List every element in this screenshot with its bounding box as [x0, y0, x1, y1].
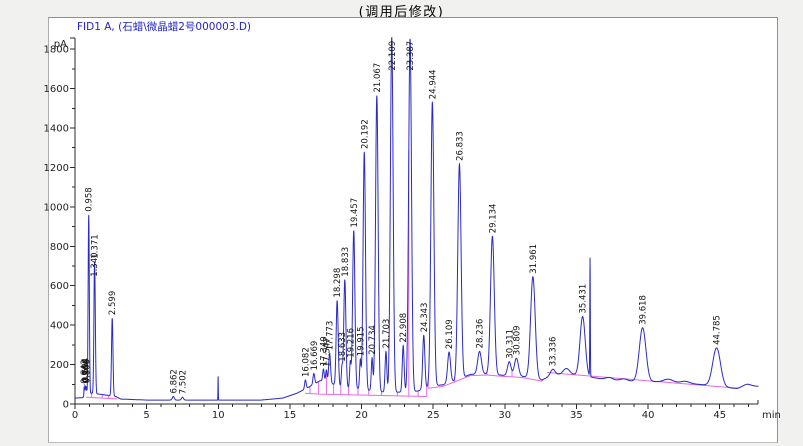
- peak-rt-label: 18.633: [338, 332, 348, 362]
- x-tick-label: 0: [72, 410, 78, 421]
- x-tick-label: 10: [212, 410, 225, 421]
- x-tick-label: 20: [355, 410, 368, 421]
- peak-rt-label: 26.833: [455, 131, 465, 161]
- peak-rt-label: 21.067: [373, 63, 383, 93]
- x-tick-label: 30: [498, 410, 511, 421]
- peak-rt-label: 17.773: [326, 321, 336, 351]
- peak-rt-label: 16.669: [310, 341, 320, 371]
- x-tick-label: 45: [713, 410, 726, 421]
- peak-rt-label: 39.618: [639, 295, 649, 325]
- x-tick-label: 40: [642, 410, 655, 421]
- peak-rt-label: 22.908: [399, 313, 409, 343]
- peak-rt-label: 2.599: [108, 291, 118, 315]
- peak-rt-label: 19.457: [350, 198, 360, 228]
- peak-rt-label: 18.833: [341, 247, 351, 277]
- peak-rt-label: 24.343: [420, 303, 430, 333]
- signal-header-label: FID1 A, (石蜡\微晶蜡2号000003.D): [77, 21, 252, 33]
- y-tick-label: 1600: [44, 84, 69, 95]
- peak-rt-label: 1.371: [91, 234, 101, 258]
- axes: [70, 37, 759, 409]
- peak-rt-label: 26.109: [445, 319, 455, 349]
- x-tick-label: 15: [284, 410, 297, 421]
- chart-panel: [48, 17, 778, 443]
- peak-rt-label: 21.703: [382, 319, 392, 349]
- chromatogram-trace: [75, 37, 759, 401]
- peak-rt-label: 30.311: [505, 329, 515, 359]
- y-axis-unit-label: pA: [54, 39, 67, 50]
- x-tick-label: 25: [427, 410, 440, 421]
- axis-tick-labels: 0 200 400 600 800 1000 1200 1400 1600 1800 0 5 10 15 2…: [44, 39, 781, 421]
- y-tick-label: 400: [50, 321, 69, 332]
- peak-rt-label: 22.109: [388, 41, 398, 71]
- peak-rt-label: 29.134: [488, 204, 498, 234]
- y-tick-label: 0: [63, 400, 69, 411]
- peak-rt-label: 1.340: [90, 252, 100, 276]
- peak-rt-label: 17.340: [319, 336, 329, 366]
- peak-rt-label: 7.502: [179, 370, 189, 394]
- peak-rt-label: 28.236: [476, 319, 486, 349]
- y-tick-label: 600: [50, 281, 69, 292]
- y-tick-label: 1000: [44, 202, 69, 213]
- peak-rt-label: 44.785: [713, 315, 723, 345]
- peak-rt-label: 19.915: [356, 326, 366, 356]
- y-tick-label: 800: [50, 242, 69, 253]
- peak-rt-label: 18.298: [333, 268, 343, 298]
- peak-rt-label: 20.192: [360, 119, 370, 149]
- peak-rt-label: 33.336: [549, 337, 559, 367]
- peak-rt-label: 35.431: [579, 284, 589, 314]
- integration-baseline: [547, 372, 739, 389]
- peak-rt-label: 6.862: [169, 369, 179, 393]
- peak-rt-label: 24.944: [428, 69, 438, 99]
- peak-rt-label: 23.387: [406, 41, 416, 71]
- y-tick-label: 200: [50, 360, 69, 371]
- chart-title: (调用后修改): [358, 5, 445, 20]
- peak-rt-label: 0.694: [81, 358, 91, 382]
- peak-rt-label: 0.958: [85, 187, 95, 211]
- peak-rt-label: 20.734: [368, 325, 378, 355]
- peak-rt-label: 31.961: [529, 244, 539, 274]
- x-tick-label: 35: [570, 410, 583, 421]
- x-axis-unit-label: min: [762, 410, 781, 421]
- y-tick-label: 1200: [44, 163, 69, 174]
- y-tick-label: 1800: [44, 45, 69, 56]
- peak-rt-label: 17.547: [322, 337, 332, 367]
- peak-rt-label: 19.216: [346, 328, 356, 358]
- peak-rt-label: 0.642: [80, 359, 90, 383]
- peak-rt-label: 0.748: [82, 359, 92, 383]
- x-tick-label: 5: [143, 410, 149, 421]
- peak-rt-label: 16.082: [301, 347, 311, 377]
- y-tick-label: 1400: [44, 124, 69, 135]
- peak-rt-label: 30.809: [512, 325, 522, 355]
- peak-rt-label: 0.806: [83, 359, 93, 383]
